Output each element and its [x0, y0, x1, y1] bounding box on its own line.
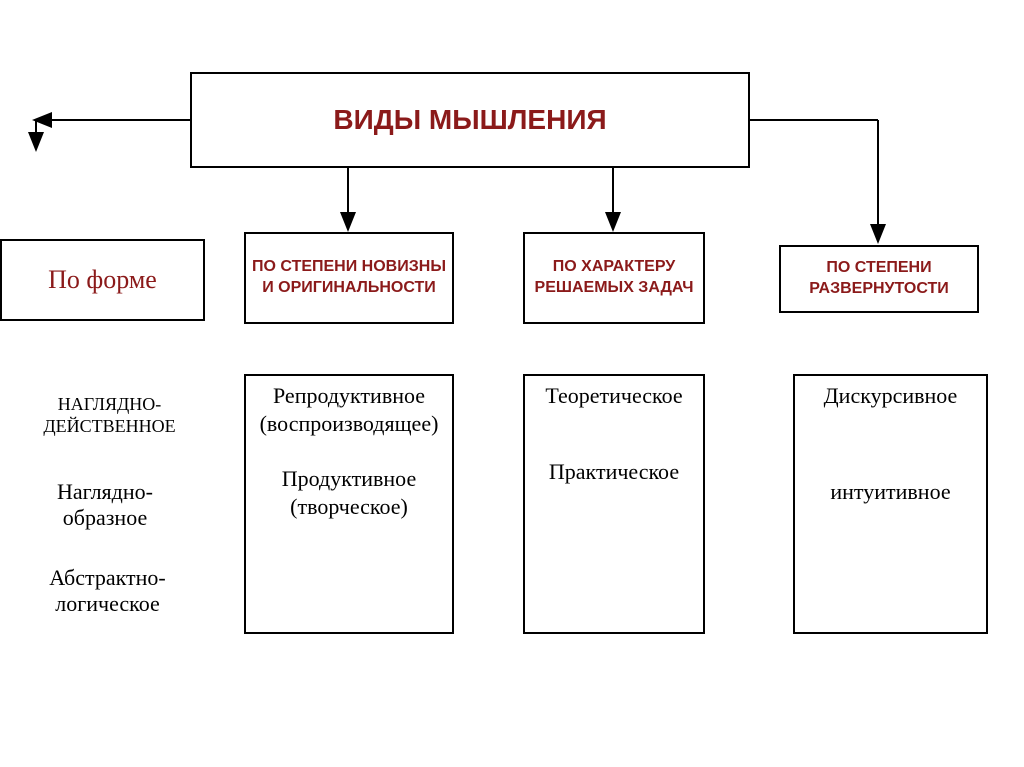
item-text: Абстрактно-логическое — [49, 565, 166, 616]
item-text: Репродуктивное (воспроизводящее) — [250, 382, 448, 437]
diagram-title: ВИДЫ МЫШЛЕНИЯ — [333, 104, 606, 136]
items-box-unfolding: Дискурсивное интуитивное — [793, 374, 988, 634]
item-text: Теоретическое — [545, 382, 682, 410]
item-text: НАГЛЯДНО-ДЕЙСТВЕННОЕ — [43, 394, 175, 436]
items-box-tasks: Теоретическое Практическое — [523, 374, 705, 634]
form-item: Абстрактно-логическое — [25, 565, 190, 618]
category-box-form: По форме — [0, 239, 205, 321]
category-box-tasks: ПО ХАРАКТЕРУ РЕШАЕМЫХ ЗАДАЧ — [523, 232, 705, 324]
item-text: Практическое — [549, 458, 679, 486]
items-box-novelty: Репродуктивное (воспроизводящее) Продукт… — [244, 374, 454, 634]
diagram-title-box: ВИДЫ МЫШЛЕНИЯ — [190, 72, 750, 168]
category-label: По форме — [48, 263, 157, 297]
category-label: ПО СТЕПЕНИ НОВИЗНЫ И ОРИГИНАЛЬНОСТИ — [250, 257, 448, 299]
item-text: Дискурсивное — [824, 382, 958, 410]
item-text: интуитивное — [830, 478, 950, 506]
item-text: Наглядно-образное — [57, 479, 153, 530]
form-item: НАГЛЯДНО-ДЕЙСТВЕННОЕ — [22, 394, 197, 437]
category-box-unfolding: ПО СТЕПЕНИ РАЗВЕРНУТОСТИ — [779, 245, 979, 313]
category-label: ПО ХАРАКТЕРУ РЕШАЕМЫХ ЗАДАЧ — [529, 257, 699, 299]
category-label: ПО СТЕПЕНИ РАЗВЕРНУТОСТИ — [785, 258, 973, 300]
item-text: Продуктивное (творческое) — [250, 465, 448, 520]
form-item: Наглядно-образное — [30, 479, 180, 532]
category-box-novelty: ПО СТЕПЕНИ НОВИЗНЫ И ОРИГИНАЛЬНОСТИ — [244, 232, 454, 324]
